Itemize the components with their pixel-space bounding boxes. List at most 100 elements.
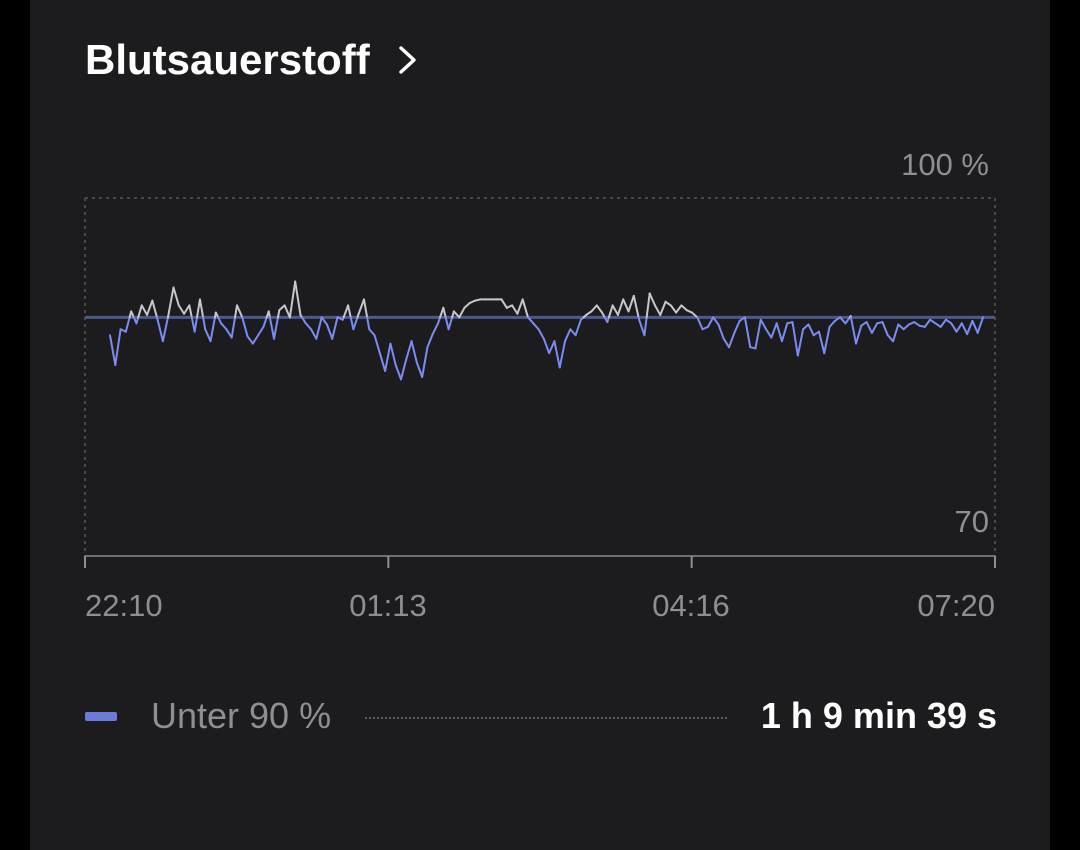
spo2-segment bbox=[276, 309, 281, 319]
spo2-segment bbox=[728, 331, 736, 349]
legend-dotted-leader bbox=[365, 717, 727, 719]
spo2-segment bbox=[717, 323, 725, 340]
spo2-segment bbox=[807, 323, 815, 337]
spo2-segment bbox=[421, 346, 429, 378]
spo2-segment bbox=[384, 342, 392, 373]
spo2-segment bbox=[542, 337, 551, 355]
spo2-segment bbox=[860, 321, 868, 327]
spo2-segment bbox=[680, 304, 688, 312]
spo2-segment bbox=[897, 323, 905, 331]
spo2-segment bbox=[558, 340, 567, 369]
spo2-segment bbox=[627, 294, 635, 313]
spo2-segment bbox=[585, 310, 593, 316]
spo2-segment bbox=[140, 304, 149, 316]
spo2-segment bbox=[521, 298, 529, 319]
spo2-segment bbox=[971, 319, 979, 334]
spo2-segment bbox=[770, 322, 778, 339]
spo2-segment bbox=[463, 302, 471, 309]
spo2-segment bbox=[659, 300, 667, 316]
spo2-segment bbox=[645, 292, 651, 319]
spo2-segment bbox=[966, 319, 974, 336]
spo2-segment bbox=[516, 298, 524, 315]
spo2-segment bbox=[828, 319, 836, 328]
spo2-segment bbox=[437, 316, 442, 325]
spo2-segment bbox=[765, 328, 773, 339]
spo2-segment bbox=[373, 334, 381, 355]
chevron-right-icon bbox=[399, 46, 416, 74]
spo2-segment bbox=[315, 316, 323, 340]
spo2-segment bbox=[622, 298, 630, 313]
spo2-segment bbox=[532, 322, 540, 331]
x-axis-ticks bbox=[84, 556, 996, 568]
spo2-segment bbox=[849, 316, 858, 345]
spo2-segment bbox=[283, 304, 291, 319]
spo2-segment bbox=[146, 299, 154, 316]
spo2-segment bbox=[902, 323, 910, 331]
spo2-segment bbox=[217, 316, 223, 325]
spo2-segment bbox=[188, 304, 193, 319]
spo2-segment bbox=[114, 328, 122, 367]
spo2-segment bbox=[855, 324, 863, 345]
spo2-segment bbox=[691, 311, 699, 319]
spo2-segment bbox=[172, 286, 180, 307]
spo2-segment bbox=[632, 294, 640, 319]
spo2-segment bbox=[775, 322, 783, 343]
spo2-segment bbox=[378, 352, 387, 373]
spo2-segment bbox=[342, 304, 350, 319]
spo2-segment bbox=[913, 321, 921, 327]
spo2-segment bbox=[288, 280, 297, 319]
y-axis-min-label: 70 bbox=[955, 504, 989, 539]
spo2-segment bbox=[712, 316, 720, 326]
spo2-segment bbox=[349, 316, 355, 331]
spo2-segment bbox=[706, 316, 715, 328]
spo2-segment bbox=[167, 286, 175, 318]
spo2-segment bbox=[564, 328, 572, 343]
spo2-segment bbox=[320, 316, 328, 326]
spo2-segment bbox=[193, 316, 199, 333]
spo2-segment bbox=[500, 298, 508, 309]
spo2-segment bbox=[405, 340, 413, 361]
spo2-segment bbox=[196, 298, 201, 319]
spo2-segment bbox=[817, 330, 826, 355]
spo2-segment bbox=[220, 322, 228, 331]
spo2-segment bbox=[791, 321, 799, 357]
spo2-segment bbox=[273, 316, 279, 340]
spo2-segment bbox=[294, 280, 302, 316]
spo2-segment bbox=[109, 334, 117, 367]
spo2-segment bbox=[304, 322, 313, 331]
spo2-segment bbox=[675, 304, 683, 314]
spo2-segment bbox=[664, 300, 672, 307]
spo2-segment bbox=[611, 304, 619, 316]
spo2-segment bbox=[780, 322, 789, 343]
x-tick-label: 22:10 bbox=[85, 588, 163, 623]
spo2-segment bbox=[865, 321, 873, 334]
spo2-segment bbox=[960, 322, 969, 336]
spo2-segment bbox=[262, 316, 268, 328]
spo2-segment bbox=[553, 340, 561, 369]
spo2-segment bbox=[230, 316, 237, 339]
spo2-segment bbox=[202, 316, 207, 331]
blood-oxygen-header[interactable]: Blutsauerstoff bbox=[85, 30, 420, 90]
spo2-segment bbox=[452, 310, 461, 319]
spo2-segment bbox=[151, 299, 158, 319]
spo2-segment bbox=[204, 328, 212, 343]
spo2-segment bbox=[844, 316, 851, 325]
spo2-segment bbox=[796, 328, 805, 357]
spo2-segment bbox=[823, 325, 831, 355]
spo2-segment bbox=[870, 322, 879, 334]
spo2-segment bbox=[648, 292, 656, 307]
spo2-segment bbox=[886, 334, 895, 343]
spo2-segment bbox=[638, 318, 646, 337]
spo2-segment bbox=[156, 318, 164, 343]
spo2-segment bbox=[278, 304, 286, 312]
spo2-segment bbox=[394, 364, 402, 381]
spo2-segment bbox=[759, 318, 768, 331]
spo2-segment bbox=[209, 316, 216, 343]
spo2-segment bbox=[892, 323, 900, 343]
spo2-segment bbox=[135, 316, 140, 325]
spo2-segment bbox=[410, 340, 418, 364]
spo2-segment bbox=[357, 298, 365, 315]
spo2-segment bbox=[447, 316, 454, 331]
spo2-segment bbox=[754, 318, 762, 350]
